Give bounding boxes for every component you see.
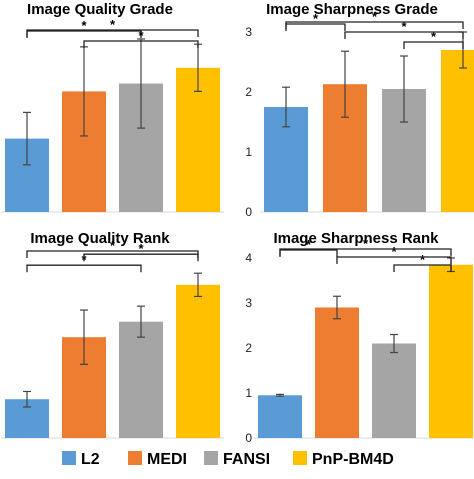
legend: L2 MEDI FANSI PnP-BM4D xyxy=(62,451,394,468)
y-tick-label: 3 xyxy=(245,296,252,310)
significance-star: * xyxy=(401,19,407,34)
legend-label-fansi: FANSI xyxy=(223,451,270,468)
significance-star: * xyxy=(372,9,378,24)
legend-label-pnp-bm4d: PnP-BM4D xyxy=(312,451,394,468)
y-tick-label: 0 xyxy=(245,431,252,445)
significance-star: * xyxy=(110,17,116,32)
significance-bracket xyxy=(344,31,464,39)
legend-swatch-l2 xyxy=(62,451,76,465)
y-tick-label: 4 xyxy=(245,251,252,265)
panel-image-quality-grade: Image Quality Grade * * * xyxy=(1,1,224,213)
significance-star: * xyxy=(138,241,144,256)
bar-pnp-bm4d xyxy=(441,50,474,212)
panel-image-sharpness-rank: Image Sharpness Rank 0 1 2 3 4 * * * * xyxy=(245,230,474,445)
significance-star: * xyxy=(110,238,116,253)
legend-swatch-fansi xyxy=(204,451,218,465)
panel-image-sharpness-grade: Image Sharpness Grade 0 1 2 3 * * * * xyxy=(245,1,474,219)
significance-bracket xyxy=(26,250,199,258)
legend-swatch-medi xyxy=(128,451,142,465)
y-tick-label: 0 xyxy=(245,205,252,219)
significance-bracket xyxy=(279,248,452,256)
significance-bracket xyxy=(285,21,464,29)
significance-star: * xyxy=(81,18,87,33)
bar-l2 xyxy=(258,395,302,438)
y-tick-label: 1 xyxy=(245,145,252,159)
y-tick-label: 2 xyxy=(245,341,252,355)
panel-title: Image Quality Rank xyxy=(30,230,170,247)
panel-title: Image Quality Grade xyxy=(27,1,173,18)
legend-label-l2: L2 xyxy=(81,451,100,468)
significance-bracket xyxy=(403,41,464,49)
significance-star: * xyxy=(431,29,437,44)
significance-star: * xyxy=(306,237,312,252)
bar-fansi xyxy=(372,343,416,438)
legend-label-medi: MEDI xyxy=(147,451,187,468)
significance-star: * xyxy=(313,11,319,26)
significance-star: * xyxy=(363,236,369,251)
bar-pnp-bm4d xyxy=(429,264,473,438)
significance-bracket xyxy=(26,264,142,273)
panel-title: Image Sharpness Rank xyxy=(273,230,439,247)
y-tick-label: 2 xyxy=(245,85,252,99)
legend-swatch-pnp-bm4d xyxy=(293,451,307,465)
y-tick-label: 3 xyxy=(245,25,252,39)
y-tick-label: 1 xyxy=(245,386,252,400)
bar-pnp-bm4d xyxy=(176,284,220,438)
bar-fansi xyxy=(119,321,163,438)
significance-bracket xyxy=(393,264,452,272)
significance-star: * xyxy=(420,252,426,267)
significance-bracket xyxy=(26,29,199,37)
significance-star: * xyxy=(391,244,397,259)
panel-title: Image Sharpness Grade xyxy=(266,1,438,18)
bar-medi xyxy=(315,307,359,438)
significance-bracket xyxy=(336,256,452,264)
panel-image-quality-rank: Image Quality Rank *** xyxy=(1,230,224,439)
significance-star: * xyxy=(138,28,144,43)
significance-bracket xyxy=(83,40,199,48)
